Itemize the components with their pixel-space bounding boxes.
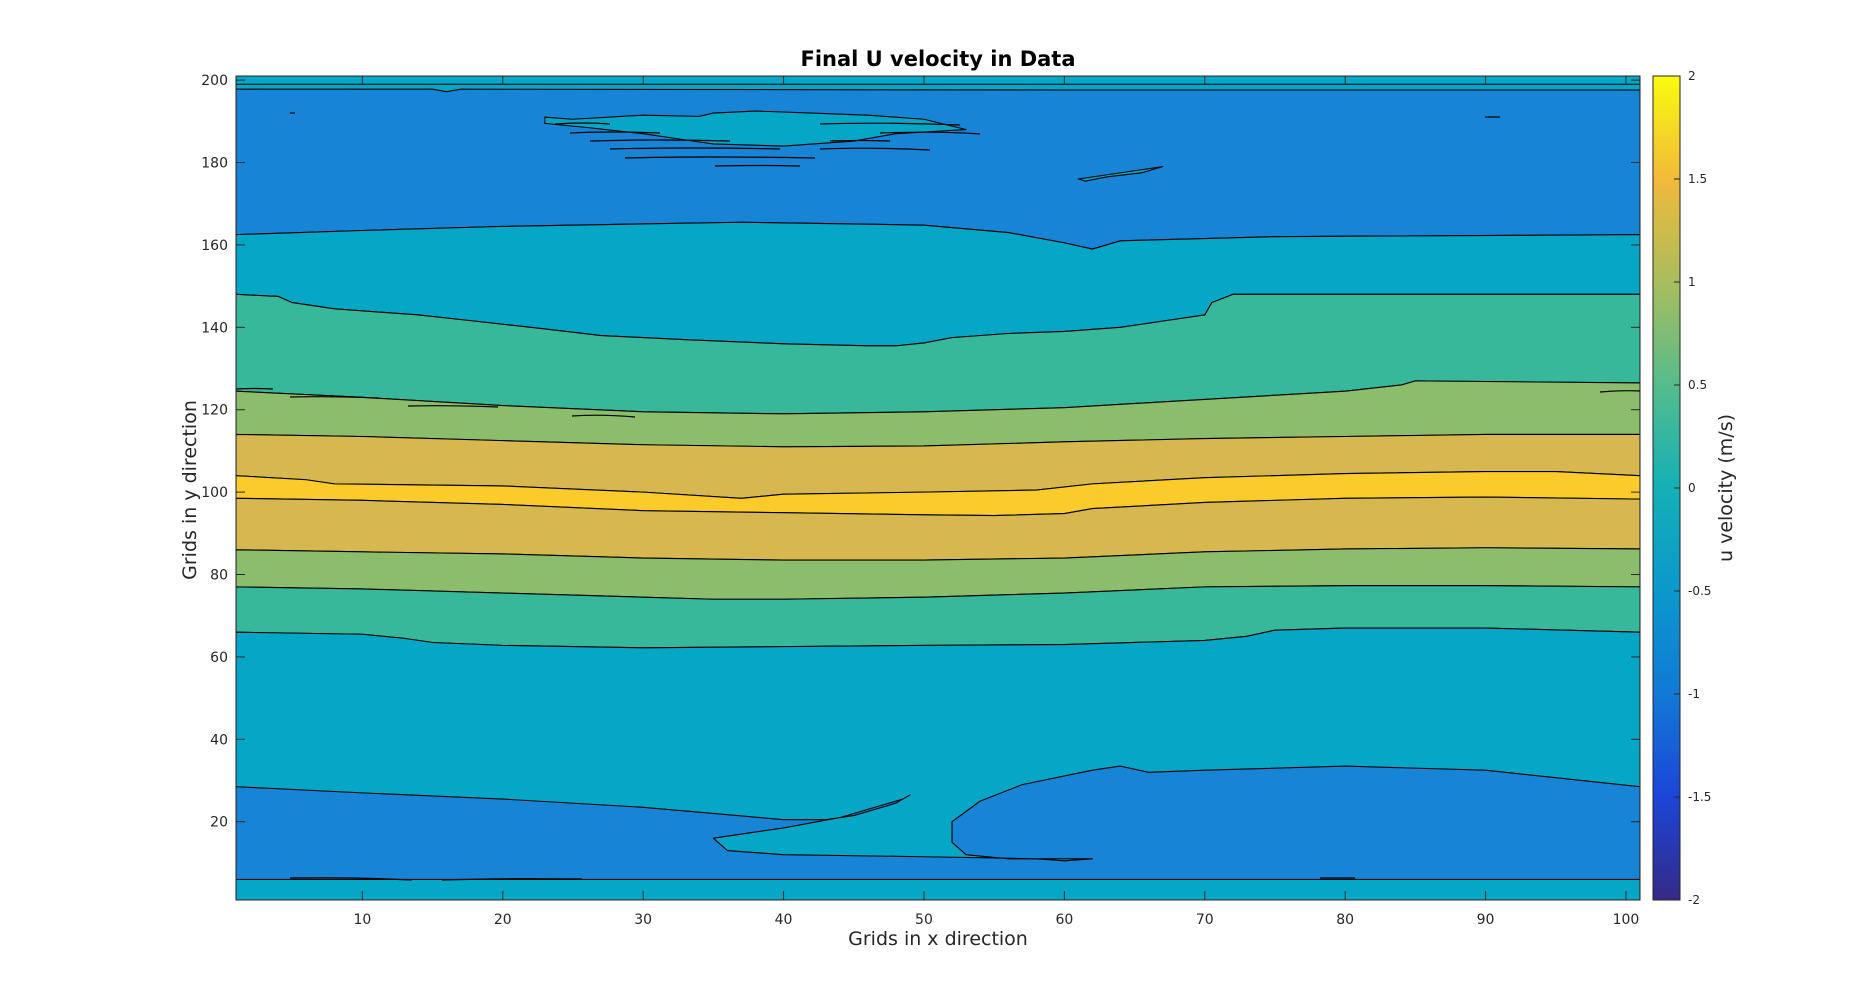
colorbar: -2 -1.5 -1 -0.5 0 0.5 1 1.5 2 u velocity (m/s) [1652,69,1737,907]
x-tick-label: 30 [634,912,652,928]
x-axis: 10 20 30 40 50 60 70 80 90 100 [353,76,1639,928]
island-contour [289,396,379,399]
y-tick-label: 200 [201,73,228,89]
colorbar-tick-label: 2 [1688,69,1696,83]
y-tick-label: 100 [201,485,228,501]
colorbar-tick-label: -1.5 [1688,790,1711,804]
y-tick-label: 140 [201,320,228,336]
plot-frame [235,75,1641,901]
contour-band [236,88,1640,250]
island-contour [236,387,274,390]
y-tick-label: 20 [210,815,228,831]
island-contour [441,878,583,881]
colorbar-tick-label: -0.5 [1688,584,1711,598]
colorbar-tick-label: 0.5 [1688,378,1707,392]
contour-band [236,878,1640,900]
island-contour [879,131,981,135]
island-contour [1599,390,1640,393]
colorbar-tick-label: 1 [1688,275,1696,289]
x-tick-label: 40 [775,912,793,928]
x-tick-label: 60 [1055,912,1073,928]
colorbar-tick-label: 0 [1688,481,1696,495]
island-contour [714,164,801,167]
y-axis: 20 40 60 80 100 120 140 160 180 200 [201,73,1640,831]
chart-title: Final U velocity in Data [800,47,1075,71]
x-tick-label: 80 [1336,912,1354,928]
island-contour [819,147,931,151]
island-contour [571,414,636,418]
island-contour [609,147,781,150]
island-contour [624,156,816,159]
colorbar-tick-label: 1.5 [1688,172,1707,186]
x-tick-label: 90 [1477,912,1495,928]
y-axis-label: Grids in y direction [179,400,201,580]
contour-band [236,76,1640,85]
island-contour [589,139,731,142]
y-tick-label: 180 [201,156,228,172]
island-contour [569,131,661,134]
colorbar-tick-label: -1 [1688,687,1700,701]
island-contour [554,122,611,125]
x-tick-label: 70 [1196,912,1214,928]
plot-area [236,76,1640,900]
island-contour [289,877,413,881]
y-tick-label: 80 [210,568,228,584]
y-tick-label: 160 [201,238,228,254]
y-tick-label: 40 [210,732,228,748]
y-tick-label: 120 [201,403,228,419]
island-contour [829,139,891,142]
island-contour [407,405,499,408]
contour-islands [236,112,1640,881]
x-tick-label: 10 [353,912,371,928]
colorbar-tick-label: -2 [1688,893,1700,907]
x-tick-label: 50 [915,912,933,928]
contour-region [1077,166,1164,182]
x-tick-label: 20 [494,912,512,928]
island-contour [819,122,961,126]
contour-region [236,765,1640,880]
y-tick-label: 60 [210,650,228,666]
x-tick-label: 100 [1613,912,1640,928]
x-axis-label: Grids in x direction [848,928,1028,950]
colorbar-label: u velocity (m/s) [1715,414,1737,562]
contour-region [544,110,967,147]
